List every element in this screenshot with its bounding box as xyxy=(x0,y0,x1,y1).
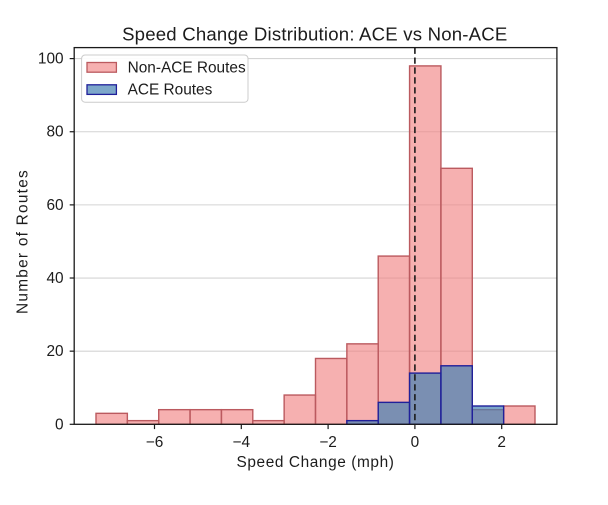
svg-text:100: 100 xyxy=(38,51,64,68)
svg-text:Number of Routes: Number of Routes xyxy=(14,169,31,314)
svg-text:ACE Routes: ACE Routes xyxy=(128,82,213,99)
svg-text:Speed Change (mph): Speed Change (mph) xyxy=(237,454,395,471)
svg-text:0: 0 xyxy=(55,416,64,433)
svg-text:40: 40 xyxy=(46,270,63,287)
svg-text:−6: −6 xyxy=(146,434,164,451)
svg-text:2: 2 xyxy=(497,434,506,451)
svg-text:−2: −2 xyxy=(319,434,337,451)
svg-text:20: 20 xyxy=(46,343,63,360)
svg-text:0: 0 xyxy=(411,434,420,451)
svg-text:Speed Change Distribution: ACE: Speed Change Distribution: ACE vs Non-AC… xyxy=(122,23,507,44)
svg-text:−4: −4 xyxy=(233,434,251,451)
svg-text:60: 60 xyxy=(46,197,63,214)
svg-text:Non-ACE Routes: Non-ACE Routes xyxy=(128,59,246,76)
svg-text:80: 80 xyxy=(46,124,63,141)
